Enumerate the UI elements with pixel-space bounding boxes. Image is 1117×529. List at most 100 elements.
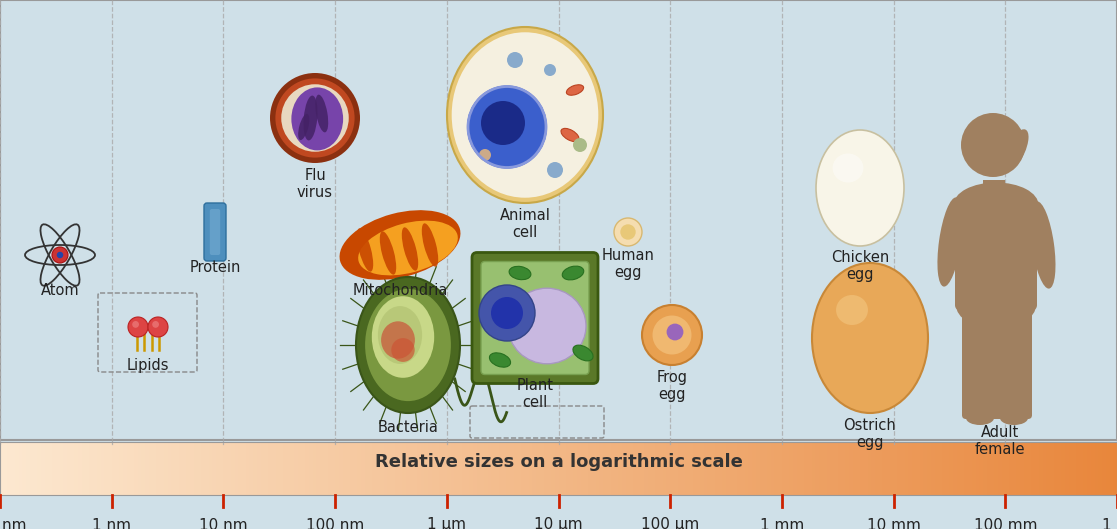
Bar (846, 442, 849, 495)
Bar (410, 442, 413, 495)
Bar (622, 442, 626, 495)
FancyBboxPatch shape (204, 203, 226, 261)
Circle shape (481, 101, 525, 145)
Bar (338, 442, 343, 495)
Bar (1098, 442, 1102, 495)
Bar (413, 442, 417, 495)
Bar (640, 442, 645, 495)
Bar (503, 442, 506, 495)
Bar (8, 442, 11, 495)
Bar (254, 442, 257, 495)
Bar (924, 442, 927, 495)
Ellipse shape (451, 32, 599, 198)
Ellipse shape (402, 227, 418, 271)
Bar (193, 442, 198, 495)
Bar (815, 442, 819, 495)
Bar (562, 442, 566, 495)
Text: Protein: Protein (189, 260, 240, 275)
Bar (681, 442, 685, 495)
Ellipse shape (315, 95, 328, 132)
Bar (584, 442, 589, 495)
Bar (879, 442, 882, 495)
Bar (439, 442, 443, 495)
Ellipse shape (340, 210, 460, 280)
Bar (41, 442, 45, 495)
Bar (488, 442, 491, 495)
FancyBboxPatch shape (472, 252, 598, 384)
Bar (589, 442, 592, 495)
Bar (321, 442, 324, 495)
Bar (238, 442, 242, 495)
Bar (1020, 442, 1024, 495)
Circle shape (152, 321, 159, 328)
Bar (168, 442, 171, 495)
Bar (260, 442, 265, 495)
Bar (908, 442, 913, 495)
Text: 1 μm: 1 μm (428, 517, 466, 529)
Bar (972, 442, 975, 495)
Bar (645, 442, 648, 495)
Bar (633, 442, 637, 495)
Text: Human
egg: Human egg (602, 248, 655, 280)
Bar (1102, 442, 1106, 495)
Bar (946, 442, 949, 495)
Bar (82, 442, 86, 495)
Bar (1069, 442, 1072, 495)
Text: Frog
egg: Frog egg (657, 370, 687, 403)
Text: Relative sizes on a logarithmic scale: Relative sizes on a logarithmic scale (374, 453, 743, 471)
Bar (693, 442, 696, 495)
Bar (171, 442, 175, 495)
Bar (734, 442, 737, 495)
Bar (595, 442, 600, 495)
Bar (704, 442, 707, 495)
Bar (510, 442, 514, 495)
Circle shape (573, 138, 588, 152)
Bar (93, 442, 97, 495)
Bar (957, 442, 961, 495)
Bar (968, 442, 972, 495)
Text: 1 mm: 1 mm (760, 517, 804, 529)
Bar (67, 442, 70, 495)
Bar (994, 442, 997, 495)
Bar (718, 442, 723, 495)
Bar (145, 442, 149, 495)
FancyBboxPatch shape (955, 205, 1037, 310)
Bar (592, 442, 595, 495)
Bar (209, 442, 212, 495)
Ellipse shape (812, 263, 928, 413)
Bar (283, 442, 287, 495)
Bar (894, 442, 897, 495)
Bar (834, 442, 838, 495)
Bar (618, 442, 622, 495)
Circle shape (491, 297, 523, 329)
Bar (748, 442, 752, 495)
Circle shape (281, 84, 349, 152)
Bar (369, 442, 372, 495)
Bar (70, 442, 75, 495)
Bar (305, 442, 309, 495)
Bar (983, 442, 986, 495)
Bar (771, 442, 774, 495)
Circle shape (57, 252, 64, 258)
Bar (715, 442, 718, 495)
Bar (120, 442, 123, 495)
Bar (391, 442, 394, 495)
Bar (648, 442, 651, 495)
Bar (298, 442, 302, 495)
Bar (131, 442, 134, 495)
Bar (343, 442, 346, 495)
Bar (927, 442, 930, 495)
Bar (726, 442, 729, 495)
Bar (868, 442, 871, 495)
Bar (838, 442, 841, 495)
Bar (1031, 442, 1035, 495)
Bar (935, 442, 938, 495)
Bar (402, 442, 405, 495)
Bar (1024, 442, 1028, 495)
Bar (1080, 442, 1083, 495)
Bar (1076, 442, 1080, 495)
Bar (1087, 442, 1091, 495)
Bar (421, 442, 424, 495)
Bar (637, 442, 640, 495)
Text: 10 nm: 10 nm (199, 517, 248, 529)
